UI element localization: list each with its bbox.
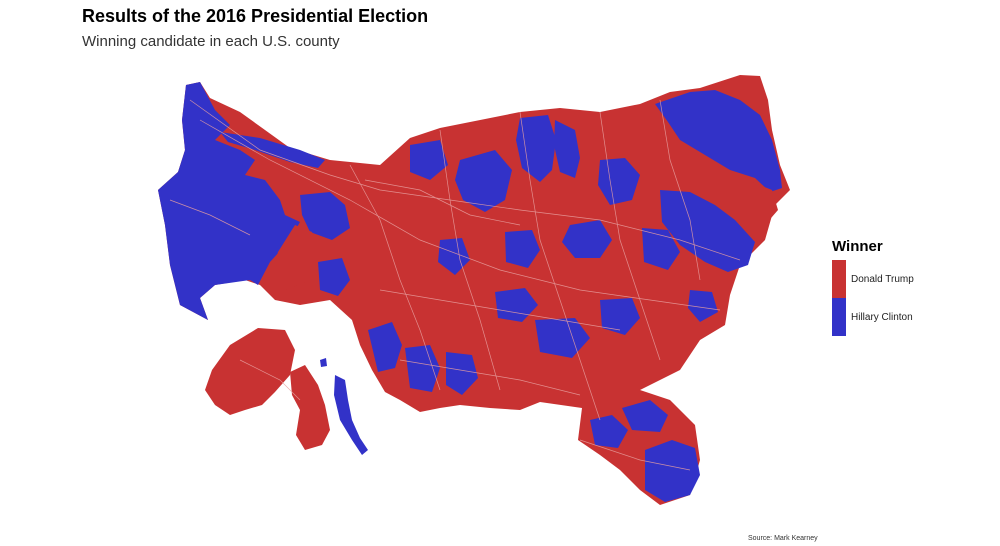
county-borders	[169, 99, 741, 471]
midwest-large-clinton	[516, 115, 556, 182]
legend-label-clinton: Hillary Clinton	[851, 311, 913, 323]
plains-clinton-1	[455, 150, 512, 212]
maine-red-inlay	[752, 182, 778, 225]
source-caption: Source: Mark Kearney	[748, 535, 818, 542]
legend-item-clinton: Hillary Clinton	[832, 298, 914, 336]
central-clinton-3	[505, 230, 540, 268]
south-clinton-2	[600, 298, 640, 335]
central-clinton-5	[495, 288, 538, 322]
alaska-small-clinton	[320, 358, 327, 367]
legend-title: Winner	[832, 238, 883, 255]
mideast-clinton-1	[642, 228, 680, 270]
california-central-clinton	[300, 192, 350, 240]
alaska-clinton	[334, 375, 368, 455]
central-clinton-2	[562, 220, 612, 258]
southwest-clinton	[318, 258, 350, 296]
west-coast-clinton	[158, 82, 300, 320]
legend-swatch-clinton	[832, 298, 846, 336]
florida-mid-clinton	[622, 400, 668, 432]
chart-subtitle: Winning candidate in each U.S. county	[82, 33, 340, 50]
northeast-clinton	[655, 90, 782, 192]
legend-label-trump: Donald Trump	[851, 273, 914, 285]
legend-swatch-trump	[832, 260, 846, 298]
gulf-clinton	[590, 415, 628, 448]
florida-south-clinton	[645, 440, 700, 502]
chart-title: Results of the 2016 Presidential Electio…	[82, 6, 429, 26]
texas-clinton-2	[405, 345, 440, 392]
lakes-clinton	[554, 120, 580, 178]
texas-clinton-3	[446, 352, 478, 395]
alaska-peninsula-trump	[290, 365, 330, 450]
mideast-clinton-2	[688, 290, 718, 322]
plains-clinton-2	[410, 140, 448, 180]
legend: Winner Donald Trump Hillary Clinton	[832, 238, 914, 336]
texas-clinton-1	[368, 322, 402, 372]
legend-item-trump: Donald Trump	[832, 260, 914, 298]
northwest-clinton	[220, 132, 325, 168]
california-red-inlay	[270, 225, 320, 290]
alaska-trump	[205, 328, 295, 415]
eastcoast-clinton	[660, 190, 755, 272]
